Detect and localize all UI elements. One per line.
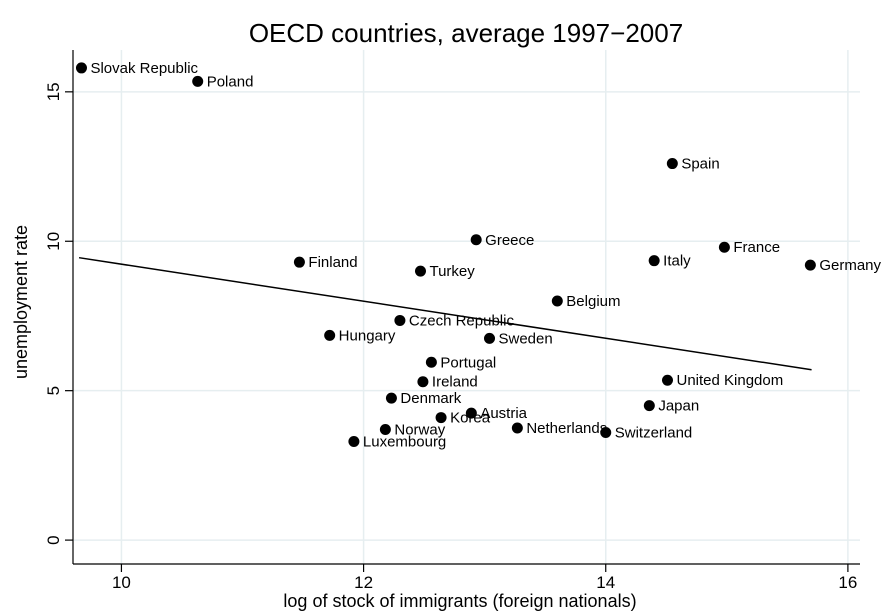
data-point	[414, 265, 426, 277]
data-point	[435, 412, 447, 424]
data-point	[425, 356, 437, 368]
point-label: Spain	[681, 156, 719, 173]
point-label: Ireland	[432, 374, 478, 391]
data-point	[348, 435, 360, 447]
point-label: Hungary	[339, 327, 396, 344]
data-point	[666, 158, 678, 170]
data-point	[379, 424, 391, 436]
point-label: United Kingdom	[676, 372, 783, 389]
point-label: Turkey	[429, 263, 475, 280]
point-label: Japan	[658, 398, 699, 415]
y-axis-label: unemployment rate	[11, 225, 31, 379]
x-tick-label: 10	[112, 573, 131, 592]
point-label: France	[733, 239, 780, 256]
data-point	[192, 75, 204, 87]
point-label: Sweden	[499, 330, 553, 347]
data-point	[648, 255, 660, 267]
point-label: Portugal	[440, 354, 496, 371]
chart-title: OECD countries, average 1997−2007	[249, 18, 683, 48]
y-tick-label: 15	[44, 82, 63, 101]
data-point	[75, 62, 87, 74]
data-point	[293, 256, 305, 268]
x-tick-label: 16	[838, 573, 857, 592]
point-label: Norway	[394, 422, 445, 439]
point-label: Greece	[485, 232, 534, 249]
data-point	[394, 314, 406, 326]
data-point	[484, 332, 496, 344]
point-label: Austria	[480, 405, 527, 422]
data-point	[417, 376, 429, 388]
data-point	[804, 259, 816, 271]
data-point	[600, 427, 612, 439]
point-label: Finland	[308, 254, 357, 271]
data-point	[385, 392, 397, 404]
point-label: Switzerland	[615, 425, 693, 442]
point-label: Germany	[819, 257, 881, 274]
data-point	[511, 422, 523, 434]
y-tick-label: 0	[44, 535, 63, 544]
point-label: Poland	[207, 73, 254, 90]
point-label: Italy	[663, 253, 691, 270]
data-point	[718, 241, 730, 253]
point-label: Denmark	[400, 390, 461, 407]
x-tick-label: 12	[354, 573, 373, 592]
data-point	[470, 234, 482, 246]
data-point	[643, 400, 655, 412]
fit-line-layer	[78, 256, 812, 371]
points-layer: Slovak Republic Poland Spain Greece France Fi…	[75, 60, 882, 450]
x-tick-label: 14	[596, 573, 615, 592]
x-axis-label: log of stock of immigrants (foreign nati…	[283, 591, 636, 611]
data-point	[551, 295, 563, 307]
point-label: Slovak Republic	[90, 60, 198, 77]
point-label: Korea	[450, 410, 491, 427]
data-point	[324, 329, 336, 341]
axes: 10 12 14 16 0 5 10 15	[44, 50, 860, 592]
point-label: Netherlands	[526, 420, 607, 437]
point-label: Belgium	[566, 293, 620, 310]
point-label: Czech Republic	[409, 312, 515, 329]
fit-line	[78, 256, 812, 371]
data-point	[661, 374, 673, 386]
y-tick-label: 5	[44, 386, 63, 395]
data-point	[465, 407, 477, 419]
y-tick-label: 10	[44, 232, 63, 251]
point-label: Luxembourg	[363, 433, 446, 450]
grid	[73, 50, 860, 564]
